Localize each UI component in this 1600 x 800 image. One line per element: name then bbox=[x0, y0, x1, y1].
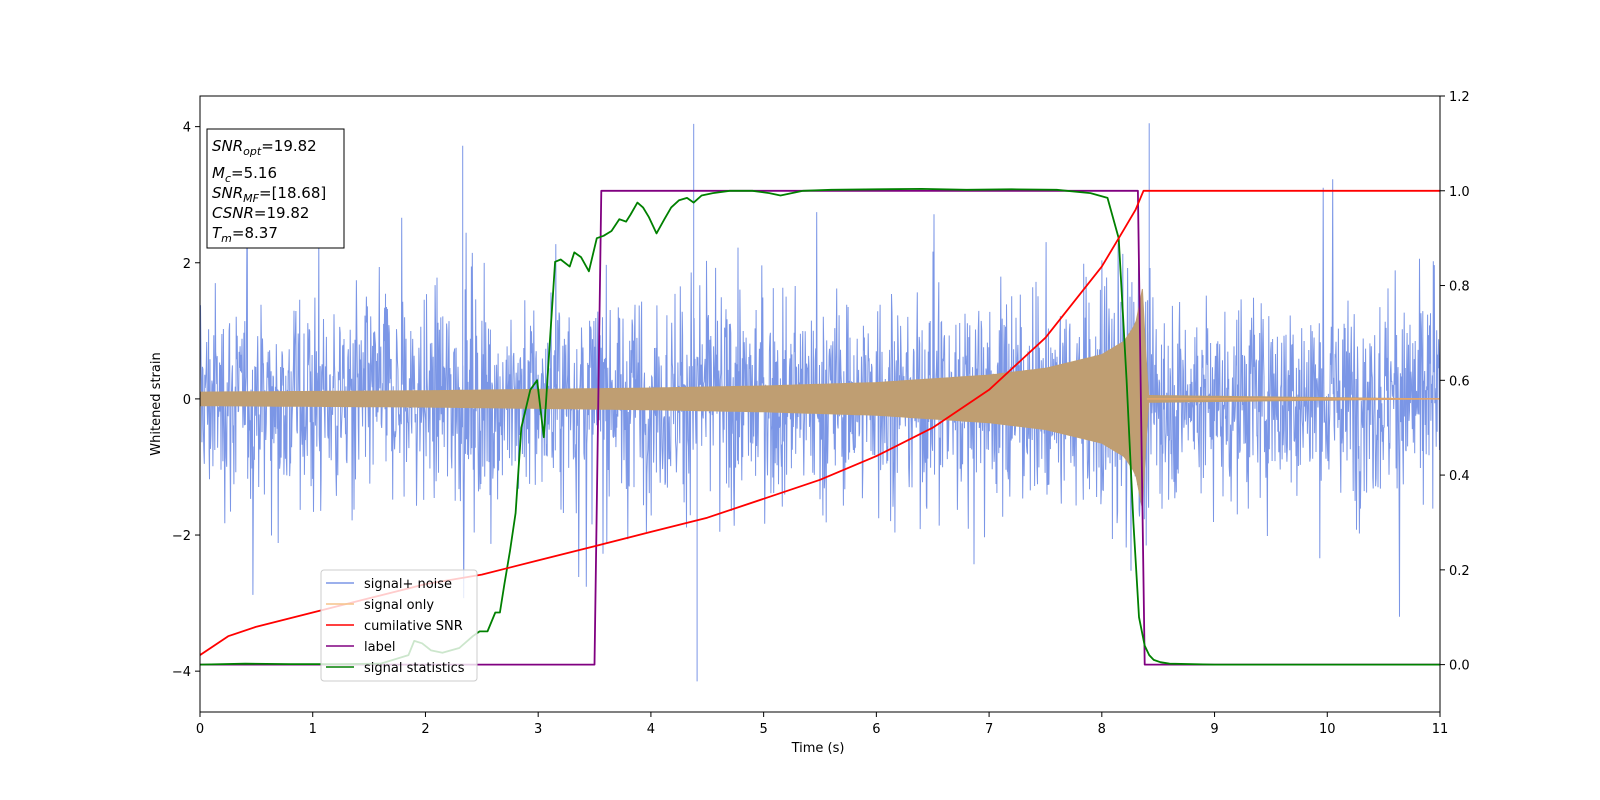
y-axis-right: 0.0 0.2 0.4 0.6 0.8 1.0 1.2 bbox=[1440, 90, 1470, 674]
y2-tick-label: 1.2 bbox=[1449, 90, 1470, 105]
info-snr-opt: SNRopt=19.82 bbox=[212, 137, 317, 158]
legend: signal+ noise signal only cumilative SNR… bbox=[320, 569, 478, 682]
y-tick-label: −2 bbox=[172, 529, 191, 544]
x-tick-label: 6 bbox=[872, 722, 880, 737]
info-snr-mf: SNRMF=[18.68] bbox=[212, 184, 326, 205]
x-tick-label: 4 bbox=[647, 722, 655, 737]
legend-label-signal-statistics: signal statistics bbox=[364, 661, 465, 676]
y2-tick-label: 0.6 bbox=[1449, 374, 1470, 389]
y-tick-label: 0 bbox=[183, 393, 191, 408]
x-tick-label: 8 bbox=[1098, 722, 1106, 737]
x-tick-label: 7 bbox=[985, 722, 993, 737]
info-csnr: CSNR=19.82 bbox=[212, 204, 309, 222]
info-box: SNRopt=19.82 Mc=5.16 SNRMF=[18.68] CSNR=… bbox=[206, 128, 345, 249]
legend-item-signal-statistics: signal statistics bbox=[326, 661, 465, 676]
y2-tick-label: 0.8 bbox=[1449, 280, 1470, 295]
legend-item-cumulative-snr: cumilative SNR bbox=[326, 619, 463, 634]
legend-label-cumulative-snr: cumilative SNR bbox=[364, 619, 463, 634]
x-tick-label: 10 bbox=[1319, 722, 1336, 737]
legend-frame bbox=[320, 569, 478, 682]
legend-label-signal-noise: signal+ noise bbox=[364, 577, 452, 592]
y-tick-label: −4 bbox=[172, 665, 191, 680]
y2-tick-label: 0.0 bbox=[1449, 659, 1470, 674]
x-tick-label: 9 bbox=[1210, 722, 1218, 737]
y2-tick-label: 0.2 bbox=[1449, 564, 1470, 579]
x-tick-label: 5 bbox=[759, 722, 767, 737]
legend-item-signal-only: signal only bbox=[326, 598, 434, 613]
y2-tick-label: 0.4 bbox=[1449, 469, 1470, 484]
y2-tick-label: 1.0 bbox=[1449, 185, 1470, 200]
y-tick-label: 2 bbox=[183, 257, 191, 272]
signal-noise-series bbox=[200, 123, 1440, 682]
y-tick-label: 4 bbox=[183, 121, 191, 136]
x-axis: 0 1 2 3 4 5 6 7 8 9 10 11 bbox=[196, 712, 1448, 737]
x-tick-label: 1 bbox=[309, 722, 317, 737]
legend-label-label: label bbox=[364, 640, 395, 655]
signal-noise-line bbox=[200, 123, 1440, 682]
info-box-frame bbox=[206, 128, 345, 249]
x-tick-label: 11 bbox=[1432, 722, 1449, 737]
y-axis-label: Whitened strain bbox=[149, 352, 164, 455]
x-tick-label: 0 bbox=[196, 722, 204, 737]
info-tm: Tm=8.37 bbox=[212, 224, 278, 245]
legend-item-label: label bbox=[326, 640, 395, 655]
legend-item-signal-noise: signal+ noise bbox=[326, 577, 452, 592]
legend-label-signal-only: signal only bbox=[364, 598, 434, 613]
plot-frame bbox=[199, 95, 1441, 713]
y-axis-left: −4 −2 0 2 4 bbox=[172, 121, 200, 680]
x-tick-label: 3 bbox=[534, 722, 542, 737]
x-axis-label: Time (s) bbox=[791, 741, 845, 756]
x-tick-label: 2 bbox=[421, 722, 429, 737]
info-mc: Mc=5.16 bbox=[212, 164, 277, 185]
